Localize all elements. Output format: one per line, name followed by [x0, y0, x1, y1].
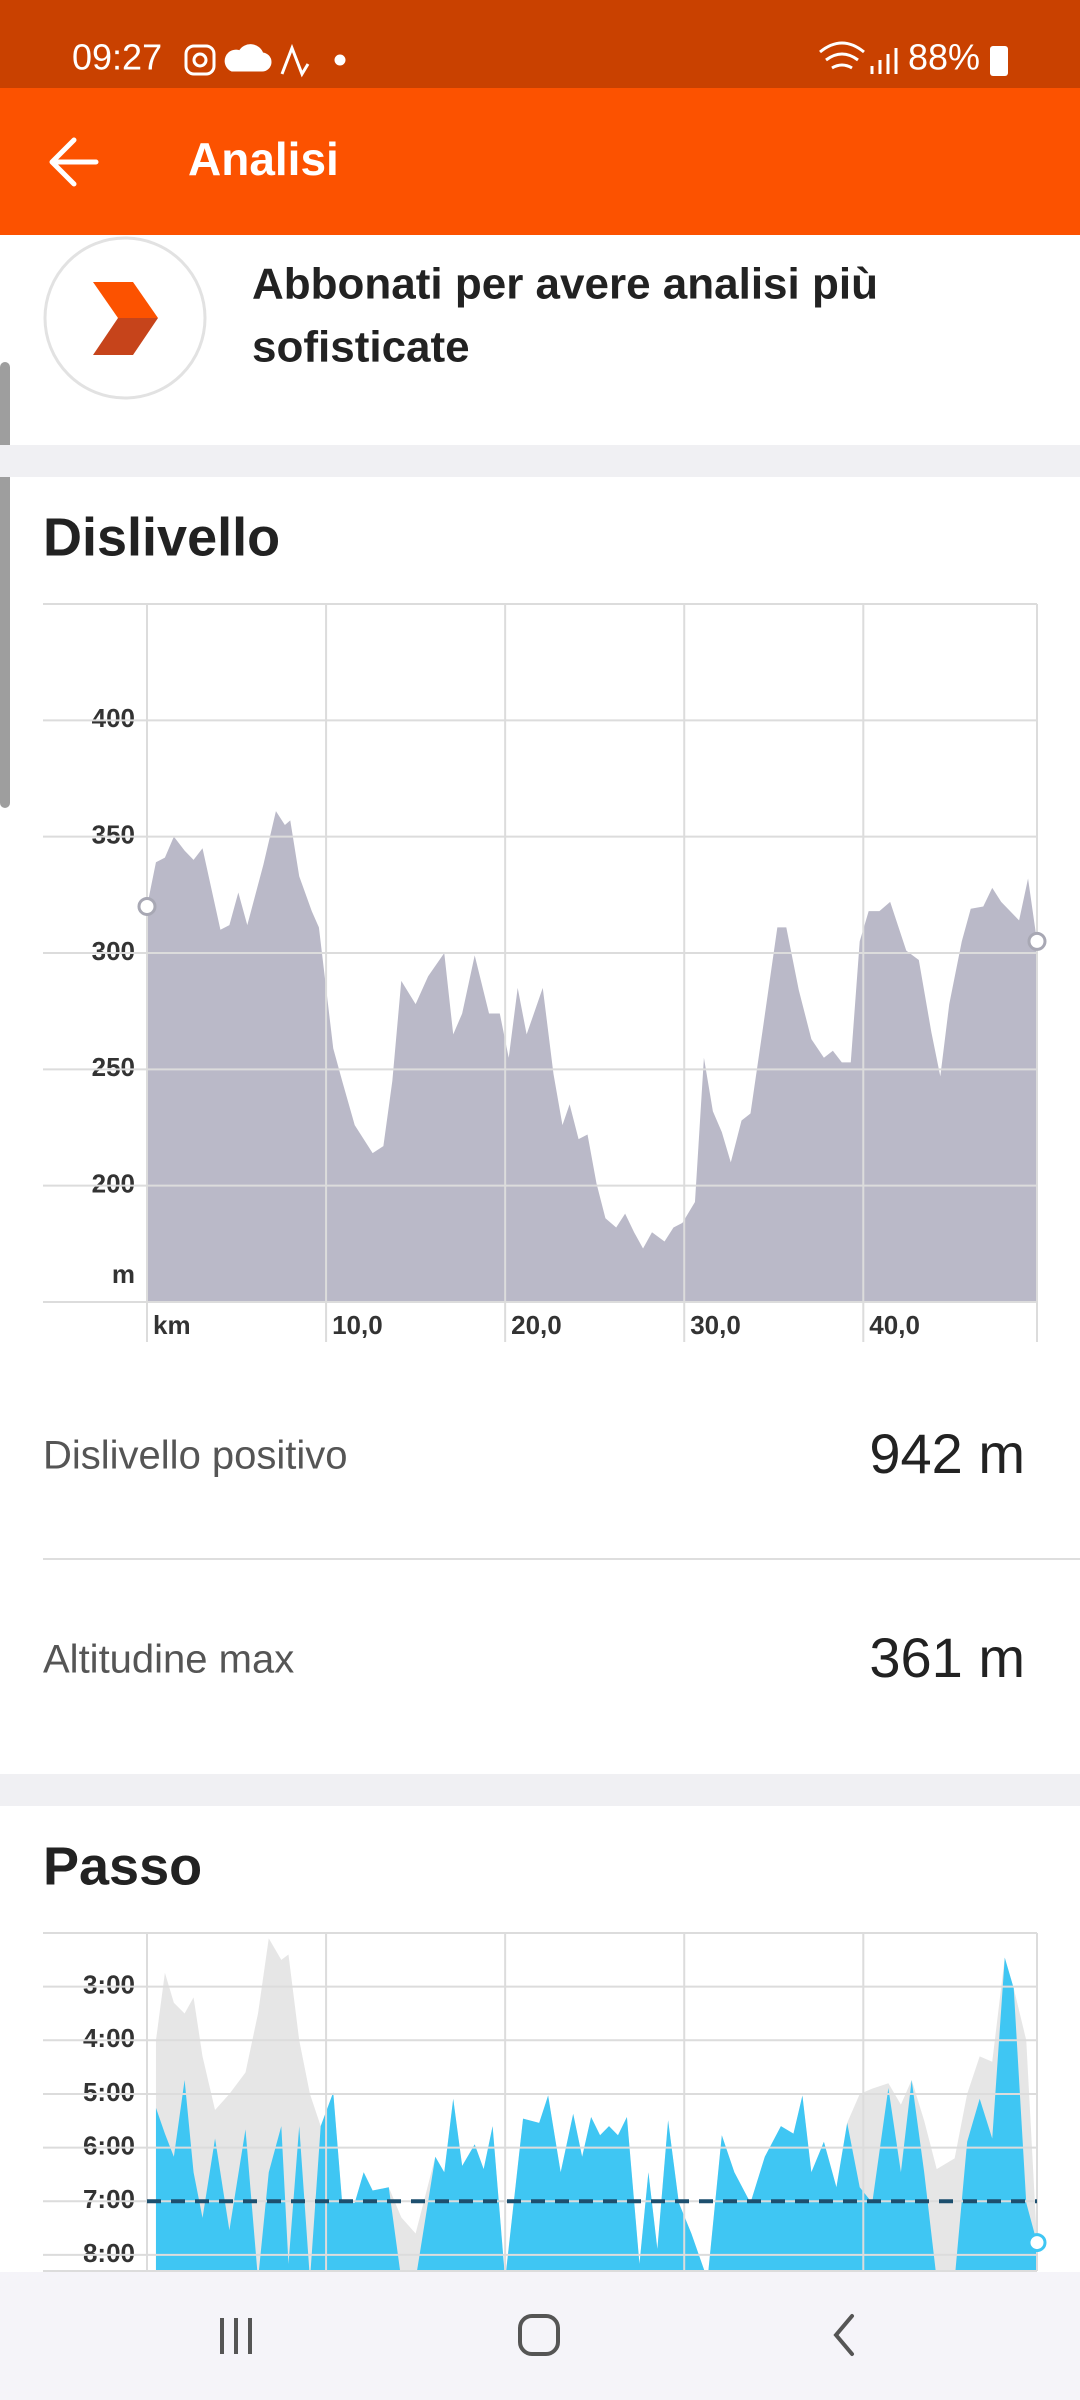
nav-bar [0, 2272, 1080, 2400]
nav-recents[interactable] [220, 2318, 252, 2354]
section-divider [0, 445, 1080, 477]
section-title: Passo [43, 1836, 202, 1896]
end-marker [1027, 2233, 1047, 2253]
app-title: Analisi [188, 133, 339, 185]
end-marker [1027, 931, 1047, 951]
section-divider [0, 1774, 1080, 1806]
x-tick-label: 20,0 [511, 1310, 562, 1340]
y-tick-label: 200 [92, 1169, 135, 1199]
upsell-logo-top [93, 282, 158, 318]
status-time: 09:27 [72, 37, 162, 78]
status-bar [0, 0, 1080, 88]
section-title: Dislivello [43, 507, 280, 567]
y-tick-label: 7:00 [83, 2184, 135, 2214]
x-tick-label: km [153, 1310, 191, 1340]
nav-home[interactable] [518, 2314, 560, 2356]
upsell-logo-bottom [93, 318, 158, 355]
pace-chart: 3:00 4:00 5:00 6:00 7:00 8:00 [43, 1932, 1047, 2272]
area [147, 811, 1037, 1302]
y-tick-label: 4:00 [83, 2023, 135, 2053]
stat-value: 361 m [869, 1626, 1025, 1689]
upsell-text: sofisticate [252, 323, 470, 372]
app-bar [0, 88, 1080, 235]
stat-label: Dislivello positivo [43, 1434, 348, 1478]
y-tick-label: 250 [92, 1052, 135, 1082]
x-tick-label: 10,0 [332, 1310, 383, 1340]
elevation-chart: 200 250 300 350 400 mkm 10,0 20,0 30,0 40,0 [43, 603, 1047, 1342]
status-icons [184, 41, 898, 78]
status-battery: 88% [908, 37, 980, 78]
y-tick-label: 3:00 [83, 1970, 135, 2000]
battery-icon [990, 46, 1008, 76]
y-tick-label: 300 [92, 936, 135, 966]
y-axis-label: m [112, 1259, 135, 1289]
x-tick-label: 30,0 [690, 1310, 741, 1340]
y-tick-label: 5:00 [83, 2077, 135, 2107]
upsell-text: Abbonati per avere analisi più [252, 260, 878, 309]
nav-back[interactable] [833, 2314, 854, 2356]
stat-value: 942 m [869, 1422, 1025, 1485]
y-tick-label: 6:00 [83, 2130, 135, 2160]
x-tick-label: 40,0 [869, 1310, 920, 1340]
scrollbar [0, 362, 10, 808]
area [155, 1957, 1037, 2271]
y-tick-label: 350 [92, 820, 135, 850]
back-button[interactable] [49, 137, 99, 187]
y-tick-label: 400 [92, 703, 135, 733]
end-marker [137, 896, 157, 916]
y-tick-label: 8:00 [83, 2238, 135, 2268]
stat-label: Altitudine max [43, 1638, 294, 1682]
